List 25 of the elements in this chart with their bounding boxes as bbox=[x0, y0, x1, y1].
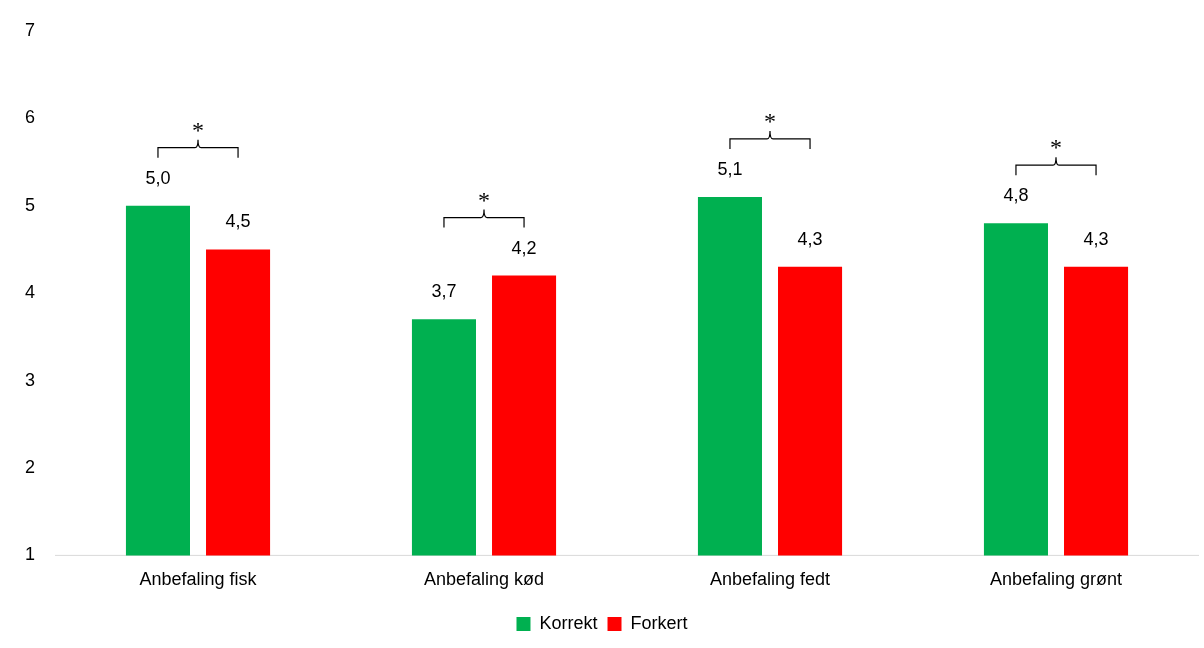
y-tick-label: 1 bbox=[25, 544, 36, 565]
annotation: * bbox=[192, 116, 205, 143]
data-label: 5,1 bbox=[717, 158, 743, 179]
x-tick-label: Anbefaling fedt bbox=[709, 569, 831, 590]
annotation: * bbox=[1050, 134, 1062, 161]
data-label: 5,0 bbox=[145, 167, 171, 188]
y-tick-label: 3 bbox=[25, 369, 36, 390]
x-tick-label: Anbefaling fisk bbox=[139, 569, 258, 590]
y-tick-label: 2 bbox=[25, 456, 36, 477]
y-tick-label: 7 bbox=[25, 19, 36, 40]
x-tick-label: Anbefaling kød bbox=[423, 569, 545, 590]
x-tick-label: Anbefaling grønt bbox=[989, 569, 1123, 590]
data-label: 3,7 bbox=[431, 281, 457, 302]
annotation: * bbox=[478, 186, 491, 213]
y-tick-label: 4 bbox=[25, 282, 36, 303]
legend-label: Korrekt bbox=[539, 612, 598, 633]
y-tick-label: 6 bbox=[25, 107, 36, 128]
annotation: * bbox=[764, 108, 776, 135]
data-label: 4,3 bbox=[797, 228, 823, 249]
data-label: 4,8 bbox=[1003, 185, 1029, 206]
data-label: 4,5 bbox=[225, 211, 251, 232]
legend-label: Forkert bbox=[630, 612, 688, 633]
y-tick-label: 5 bbox=[25, 194, 36, 215]
data-label: 4,2 bbox=[511, 237, 537, 258]
data-label: 4,3 bbox=[1083, 228, 1109, 249]
